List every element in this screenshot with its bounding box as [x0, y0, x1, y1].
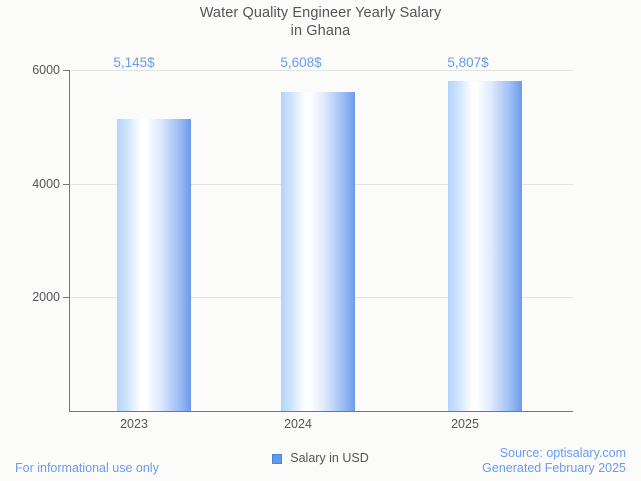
source-text: Source: optisalary.com — [499, 446, 626, 460]
y-tick-label-2000: 2000 — [32, 290, 60, 304]
plot-area — [70, 70, 573, 411]
generated-date-text: Generated February 2025 — [482, 461, 626, 475]
y-tick-label-4000: 4000 — [32, 177, 60, 191]
bar-label-2024: 5,608$ — [280, 55, 322, 70]
disclaimer-text: For informational use only — [15, 461, 159, 475]
y-axis-line — [69, 70, 70, 412]
bar-label-2025: 5,807$ — [447, 55, 489, 70]
bar-2024[interactable] — [281, 92, 355, 411]
chart-title-line-1: Water Quality Engineer Yearly Salary — [199, 5, 442, 21]
x-tick-label-2024: 2024 — [284, 417, 312, 431]
chart-legend: Salary in USD — [0, 452, 641, 465]
x-tick-label-2023: 2023 — [120, 417, 148, 431]
legend-item-salary-in-usd[interactable]: Salary in USD — [290, 451, 369, 465]
gridline-6000 — [70, 70, 573, 71]
bar-2023[interactable] — [117, 119, 191, 411]
y-tick-mark-4000 — [63, 184, 69, 185]
chart-title-line-2: in Ghana — [290, 23, 351, 39]
y-tick-mark-2000 — [63, 297, 69, 298]
bar-label-2023: 5,145$ — [113, 55, 155, 70]
x-axis-line — [69, 411, 573, 412]
chart-title: Water Quality Engineer Yearly Salary in … — [0, 4, 641, 40]
legend-swatch-icon — [272, 453, 283, 464]
bar-2025[interactable] — [448, 81, 522, 411]
source-attribution: Source: optisalary.com Generated Februar… — [482, 446, 626, 476]
y-axis: 6000 4000 2000 — [0, 0, 60, 481]
x-tick-label-2025: 2025 — [451, 417, 479, 431]
y-tick-label-6000: 6000 — [32, 63, 60, 77]
y-tick-mark-6000 — [63, 70, 69, 71]
